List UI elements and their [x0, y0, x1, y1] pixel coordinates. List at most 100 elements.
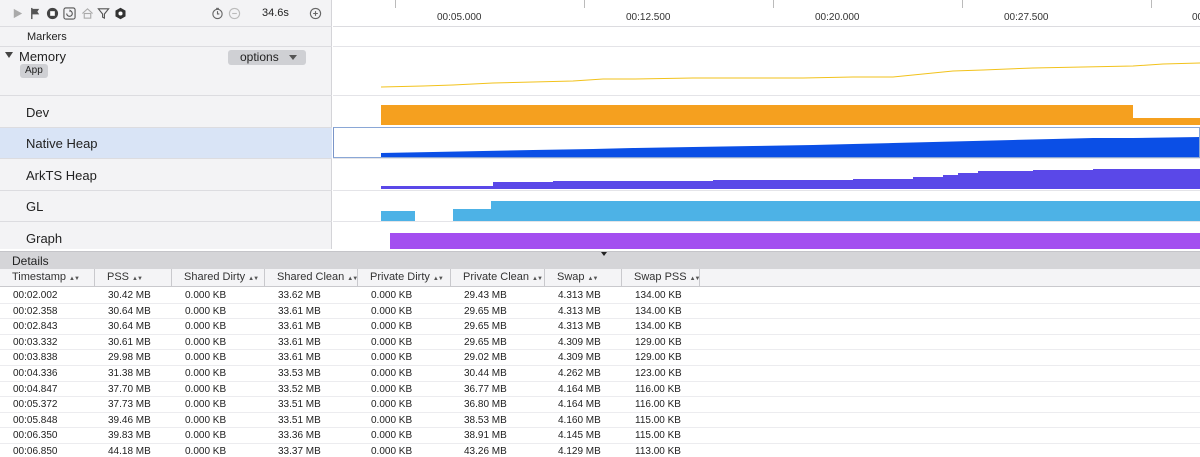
table-row[interactable]: 00:02.358 30.64 MB 0.000 KB 33.61 MB 0.000 K… — [0, 304, 1200, 320]
chevron-down-icon — [289, 55, 297, 60]
memory-usage-line — [380, 62, 1200, 88]
column-header[interactable]: Private Clean ▲▼ — [451, 269, 545, 287]
table-cell: 0.000 KB — [185, 321, 227, 333]
track-row-arkts-heap[interactable]: ArkTS Heap — [0, 158, 332, 190]
track-row-native-heap[interactable]: Native Heap — [0, 127, 332, 158]
details-header: Details — [0, 251, 1200, 269]
home-icon[interactable] — [80, 6, 94, 20]
memory-row[interactable] — [0, 46, 332, 95]
table-cell: 4.313 MB — [558, 290, 601, 301]
table-cell: 4.129 MB — [558, 446, 601, 457]
zoom-out-icon[interactable] — [227, 6, 241, 20]
sort-icon[interactable]: ▲▼ — [132, 276, 143, 282]
table-cell: 115.00 KB — [635, 430, 681, 442]
table-cell: 33.52 MB — [278, 383, 321, 395]
sort-icon[interactable]: ▲▼ — [689, 276, 701, 282]
track-row-graph[interactable]: Graph — [0, 221, 332, 249]
sort-icon[interactable]: ▲▼ — [587, 276, 599, 282]
track-separator — [333, 46, 1200, 47]
table-row[interactable]: 00:05.848 39.46 MB 0.000 KB 33.51 MB 0.000 K… — [0, 413, 1200, 429]
clock-icon[interactable] — [210, 6, 224, 20]
table-cell: 4.262 MB — [558, 368, 601, 379]
zoom-in-icon[interactable] — [308, 6, 322, 20]
selected-track-outline — [333, 127, 1200, 158]
table-cell: 0.000 KB — [371, 290, 413, 301]
column-header-label: Private Clean — [463, 271, 530, 283]
play-icon[interactable] — [10, 6, 24, 20]
record-stop-icon[interactable] — [45, 6, 59, 20]
table-row[interactable]: 00:06.850 44.18 MB 0.000 KB 33.37 MB 0.000 K… — [0, 444, 1200, 457]
table-row[interactable]: 00:04.336 31.38 MB 0.000 KB 33.53 MB 0.000 K… — [0, 366, 1200, 382]
table-cell: 0.000 KB — [185, 368, 227, 379]
table-cell: 00:02.358 — [13, 305, 58, 317]
table-cell: 123.00 KB — [635, 368, 682, 379]
table-cell: 129.00 KB — [635, 352, 682, 364]
table-cell: 0.000 KB — [371, 352, 413, 364]
table-row[interactable]: 00:03.332 30.61 MB 0.000 KB 33.61 MB 0.000 K… — [0, 335, 1200, 351]
refresh-icon[interactable] — [62, 6, 76, 20]
table-cell: 31.38 MB — [108, 368, 151, 379]
column-header[interactable]: Swap ▲▼ — [545, 269, 622, 287]
ruler-tick — [773, 0, 774, 8]
sort-icon[interactable]: ▲▼ — [248, 276, 259, 282]
app-chip[interactable]: App — [20, 64, 48, 78]
column-header[interactable]: Private Dirty ▲▼ — [358, 269, 451, 287]
sort-icon[interactable]: ▲▼ — [532, 276, 543, 282]
sort-icon[interactable]: ▲▼ — [432, 276, 444, 282]
table-cell: 33.51 MB — [278, 399, 321, 411]
table-cell: 0.000 KB — [371, 430, 413, 442]
expand-caret-icon[interactable] — [5, 52, 13, 58]
table-cell: 43.26 MB — [464, 446, 507, 457]
flag-icon[interactable] — [28, 6, 42, 20]
track-separator — [333, 95, 1200, 96]
settings-icon[interactable] — [113, 6, 127, 20]
table-cell: 00:04.847 — [13, 383, 58, 395]
track-row-gl[interactable]: GL — [0, 190, 332, 221]
toolbar: 34.6s — [0, 0, 332, 27]
track-row-dev[interactable]: Dev — [0, 95, 332, 127]
column-header[interactable]: Shared Clean ▲▼ — [265, 269, 358, 287]
table-cell: 0.000 KB — [185, 430, 227, 442]
sort-icon[interactable]: ▲▼ — [69, 276, 80, 282]
column-header[interactable]: PSS ▲▼ — [95, 269, 172, 287]
table-cell: 39.46 MB — [108, 414, 151, 426]
table-cell: 4.309 MB — [558, 336, 601, 348]
column-header[interactable]: Timestamp ▲▼ — [0, 269, 95, 287]
table-row[interactable]: 00:05.372 37.73 MB 0.000 KB 33.51 MB 0.000 K… — [0, 397, 1200, 413]
track-label: Dev — [26, 105, 50, 120]
table-cell: 0.000 KB — [185, 290, 227, 301]
table-cell: 0.000 KB — [185, 446, 227, 457]
filter-icon[interactable] — [96, 6, 110, 20]
table-row[interactable]: 00:02.843 30.64 MB 0.000 KB 33.61 MB 0.000 K… — [0, 319, 1200, 335]
column-header[interactable]: Shared Dirty ▲▼ — [172, 269, 265, 287]
table-cell: 0.000 KB — [371, 414, 413, 426]
column-header-label: Shared Clean — [277, 271, 345, 283]
table-cell: 33.37 MB — [278, 446, 321, 457]
table-row[interactable]: 00:02.002 30.42 MB 0.000 KB 33.62 MB 0.000 K… — [0, 288, 1200, 304]
table-cell: 0.000 KB — [371, 383, 413, 395]
table-cell: 4.164 MB — [558, 399, 601, 411]
table-cell: 0.000 KB — [185, 336, 227, 348]
table-cell: 37.73 MB — [108, 399, 151, 411]
collapse-panel-icon[interactable] — [601, 252, 607, 256]
column-header-label: Swap PSS — [634, 271, 687, 283]
table-cell: 30.64 MB — [108, 321, 151, 333]
column-header-label: Swap — [557, 271, 585, 283]
options-dropdown[interactable]: options — [228, 50, 306, 65]
table-cell: 30.44 MB — [464, 368, 507, 379]
table-row[interactable]: 00:04.847 37.70 MB 0.000 KB 33.52 MB 0.000 K… — [0, 382, 1200, 398]
table-cell: 36.77 MB — [464, 383, 507, 395]
timeline-panel[interactable]: 00:05.000 00:12.500 00:20.000 00:27.500 … — [333, 0, 1200, 249]
table-cell: 29.65 MB — [464, 336, 507, 348]
table-cell: 00:03.838 — [13, 352, 58, 364]
table-cell: 29.65 MB — [464, 321, 507, 333]
time-ruler[interactable]: 00:05.000 00:12.500 00:20.000 00:27.500 … — [333, 0, 1200, 27]
table-row[interactable]: 00:03.838 29.98 MB 0.000 KB 33.61 MB 0.000 K… — [0, 350, 1200, 366]
sort-icon[interactable]: ▲▼ — [347, 276, 358, 282]
table-cell: 0.000 KB — [371, 368, 413, 379]
table-cell: 0.000 KB — [371, 446, 413, 457]
column-header[interactable]: Swap PSS ▲▼ — [622, 269, 700, 287]
ruler-tick — [584, 0, 585, 8]
table-row[interactable]: 00:06.350 39.83 MB 0.000 KB 33.36 MB 0.000 K… — [0, 428, 1200, 444]
track-label: Native Heap — [26, 136, 98, 151]
